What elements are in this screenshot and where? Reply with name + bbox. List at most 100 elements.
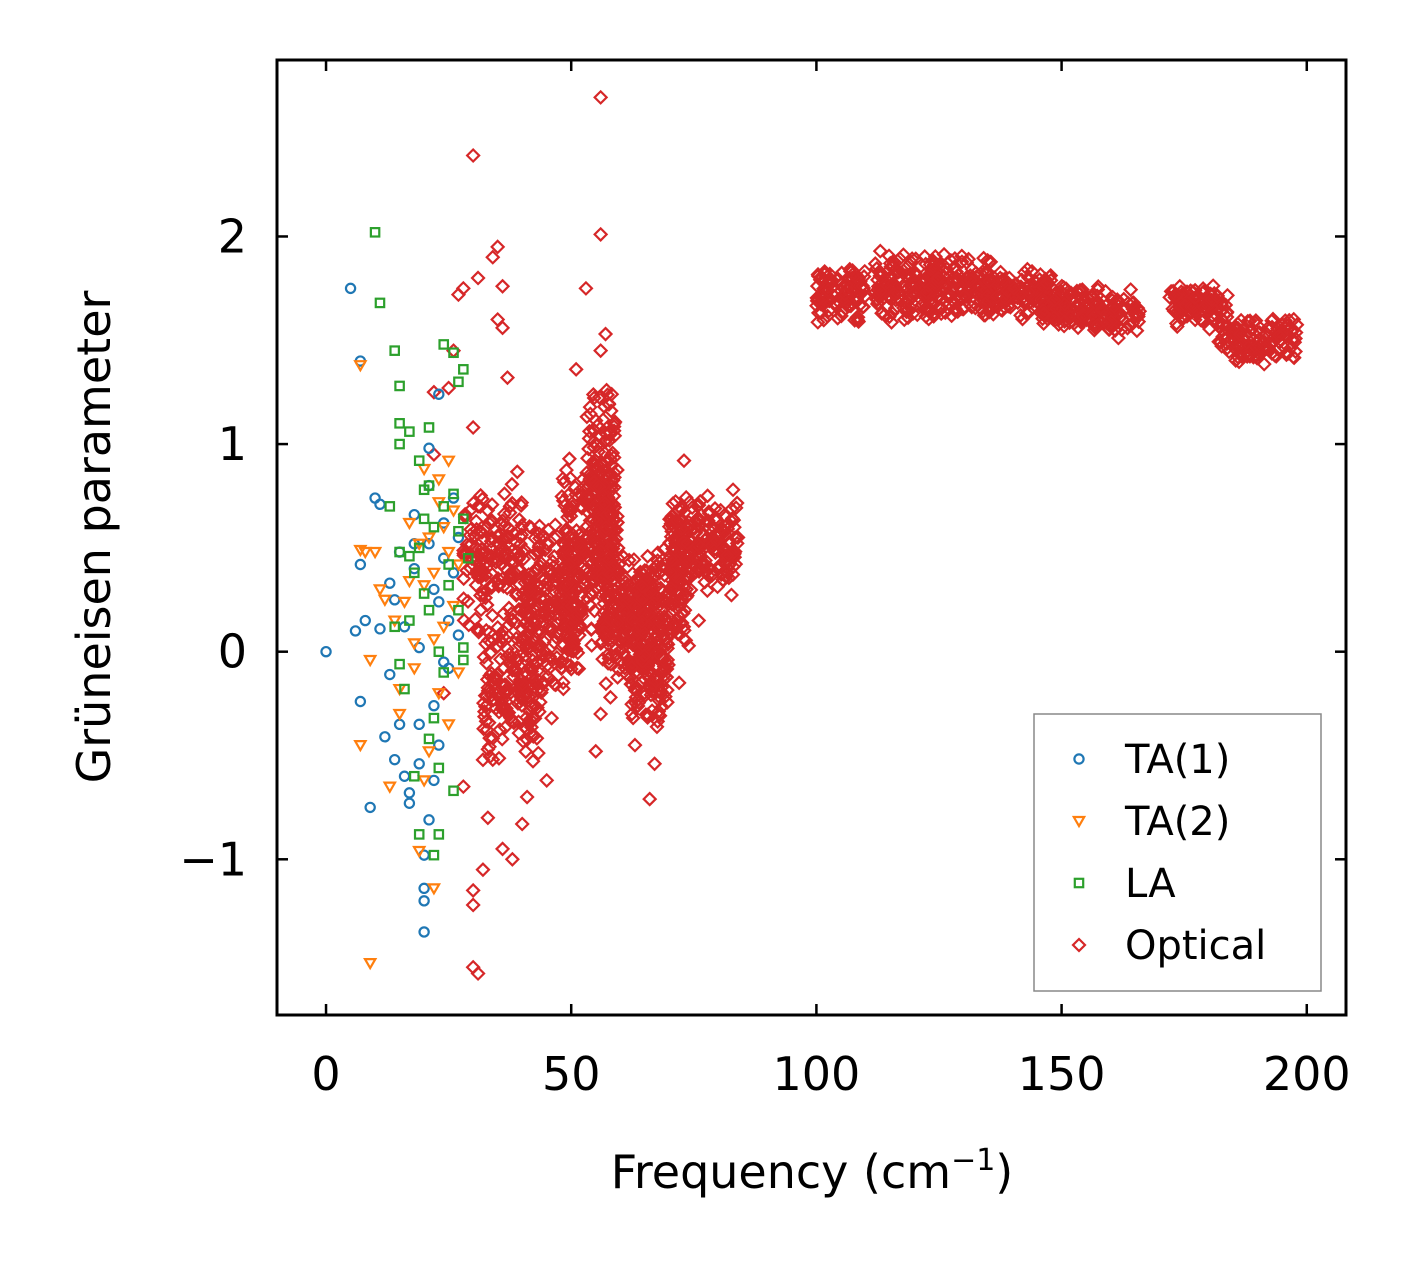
la-point	[438, 339, 450, 350]
optical-point	[1275, 317, 1291, 333]
legend-ta1-marker	[1073, 753, 1085, 765]
ta2-point	[412, 845, 427, 859]
legend-items: TA(1) TA(2) LA Optical	[1071, 737, 1266, 969]
optical-point	[675, 559, 691, 576]
ta2-point	[353, 544, 368, 558]
optical-point	[1281, 312, 1297, 328]
optical-point	[649, 590, 665, 606]
optical-point	[959, 255, 975, 271]
optical-point	[1185, 284, 1201, 300]
optical-point	[494, 731, 510, 747]
optical-point	[504, 851, 520, 867]
optical-point	[663, 550, 679, 566]
optical-point	[993, 302, 1009, 318]
x-tick-label: 150	[1018, 1047, 1106, 1101]
optical-point	[561, 451, 577, 467]
optical-point	[593, 706, 609, 722]
optical-point	[1048, 287, 1064, 303]
ta2-point	[363, 957, 378, 971]
optical-point	[625, 566, 641, 582]
optical-point	[917, 274, 933, 290]
optical-point	[522, 579, 538, 595]
optical-point	[479, 697, 495, 713]
optical-point	[456, 612, 472, 628]
optical-point	[496, 559, 512, 575]
la-point	[428, 521, 440, 533]
ta2-point	[363, 654, 378, 668]
optical-point	[491, 578, 507, 594]
optical-point	[1049, 291, 1065, 307]
optical-point	[495, 678, 511, 694]
legend: TA(1) TA(2) LA Optical	[1033, 713, 1322, 992]
legend-la-label: LA	[1125, 861, 1176, 907]
la-point	[453, 376, 464, 388]
optical-point	[578, 489, 594, 505]
la-point	[394, 380, 405, 392]
x-tick-label: 50	[542, 1047, 601, 1101]
optical-point	[1035, 302, 1051, 318]
optical-point	[580, 488, 597, 505]
optical-point	[532, 544, 548, 560]
ta2-point	[436, 621, 451, 634]
optical-point	[936, 246, 952, 262]
optical-point	[600, 489, 616, 505]
optical-point	[597, 495, 613, 512]
optical-point	[1289, 317, 1305, 333]
la-point	[458, 654, 469, 666]
la-point	[433, 762, 445, 774]
optical-point	[676, 580, 692, 596]
optical-point	[472, 587, 489, 604]
optical-point	[483, 512, 499, 528]
la-point	[433, 646, 445, 657]
optical-point	[1020, 284, 1037, 300]
optical-point	[1256, 356, 1272, 372]
la-point	[384, 501, 396, 512]
optical-point	[504, 476, 520, 492]
y-tick-label: −1	[179, 832, 247, 886]
x-tick-label: 0	[311, 1047, 340, 1101]
ta1-point	[428, 699, 440, 712]
optical-point	[895, 247, 911, 263]
optical-point	[1205, 278, 1221, 294]
optical-point	[591, 459, 607, 475]
optical-point	[529, 544, 545, 560]
optical-point	[568, 487, 584, 503]
ta2-point	[426, 883, 442, 896]
optical-point	[667, 552, 683, 568]
optical-point	[465, 419, 481, 436]
optical-point	[604, 386, 620, 402]
optical-point	[711, 559, 727, 576]
optical-point	[455, 779, 471, 795]
optical-point	[485, 249, 501, 265]
optical-point	[691, 612, 707, 629]
optical-point	[663, 580, 679, 596]
optical-point	[640, 548, 656, 564]
ta2-point	[407, 663, 422, 676]
optical-point	[589, 538, 605, 554]
optical-point	[1271, 334, 1287, 350]
legend-optical-label: Optical	[1125, 923, 1266, 969]
optical-point	[571, 661, 587, 677]
optical-point	[645, 644, 661, 660]
optical-point	[470, 965, 486, 982]
optical-point	[606, 513, 622, 529]
la-point	[418, 513, 430, 525]
optical-point	[497, 542, 513, 558]
optical-point	[591, 479, 607, 495]
optical-point	[481, 715, 497, 731]
optical-point	[465, 147, 481, 164]
optical-point	[621, 552, 637, 568]
optical-point	[1271, 328, 1287, 344]
la-point	[428, 849, 440, 861]
ta1-point	[374, 623, 386, 635]
optical-point	[493, 556, 510, 572]
optical-point	[470, 270, 486, 286]
optical-point	[554, 604, 570, 620]
optical-point	[598, 676, 614, 692]
x-tick-label: 100	[772, 1047, 860, 1101]
optical-point	[599, 579, 615, 595]
optical-point	[728, 500, 744, 516]
optical-point	[656, 672, 672, 688]
ta1-point	[354, 558, 367, 571]
ta2-point	[421, 532, 437, 545]
